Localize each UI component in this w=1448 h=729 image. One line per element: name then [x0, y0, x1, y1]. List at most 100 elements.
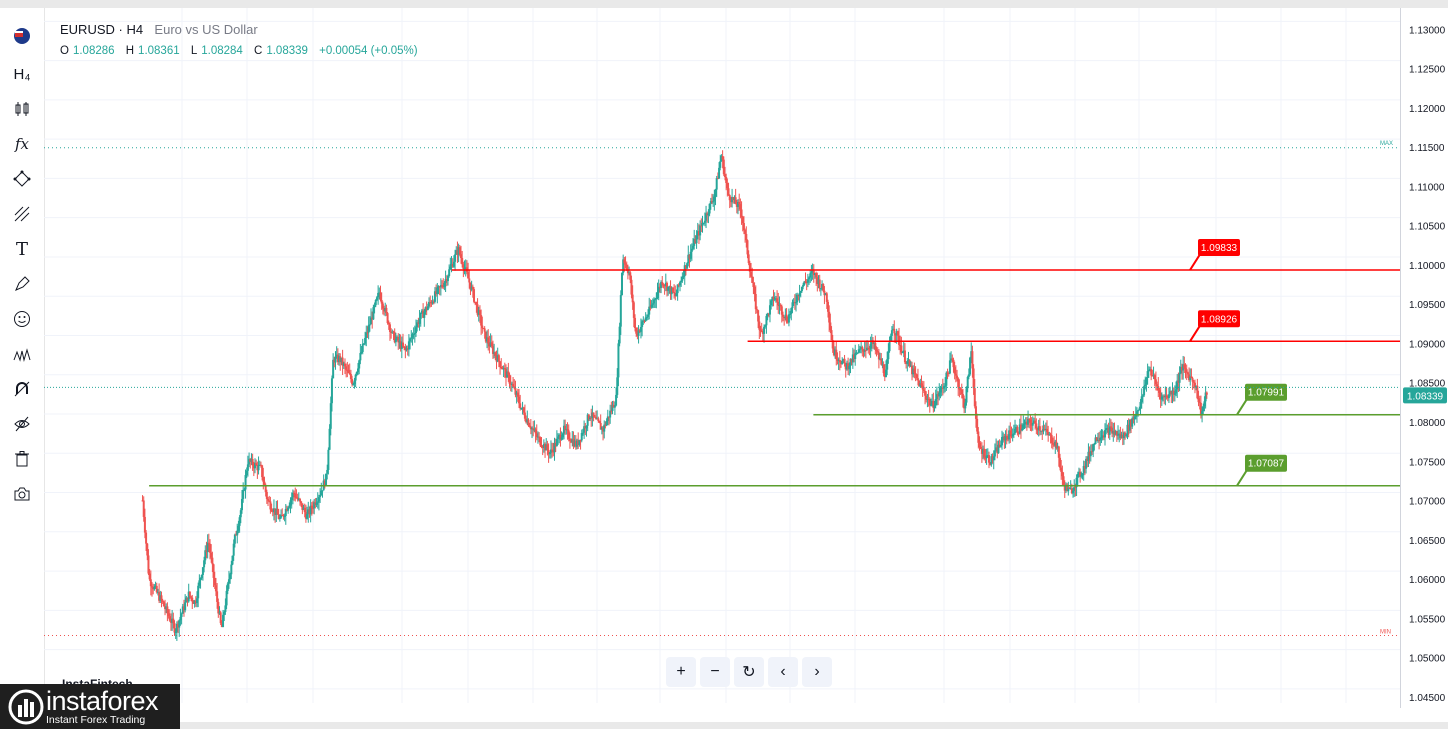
candle-body [1122, 432, 1125, 439]
candle-body [1147, 369, 1150, 372]
candle-body [411, 334, 414, 338]
candle-body [508, 374, 511, 384]
candle-body [1019, 424, 1022, 431]
candle-body [747, 254, 750, 264]
candle-body [1109, 426, 1112, 428]
candle-body [317, 497, 320, 502]
indicators-icon[interactable]: fx [14, 135, 29, 153]
pattern-icon[interactable] [8, 165, 36, 193]
candle-body [334, 356, 337, 363]
candle-body [735, 204, 738, 207]
candle-body [158, 592, 161, 601]
candle-body [991, 456, 994, 461]
candle-body [933, 405, 936, 408]
candle-body [493, 352, 496, 354]
candle-body [649, 306, 652, 308]
candle-body [1057, 446, 1060, 458]
chart-area[interactable]: 81522Dec81522202491623Feb81522Mar815MAXM… [44, 8, 1400, 703]
price-tick-label: 1.07500 [1409, 457, 1446, 468]
candle-body [203, 560, 206, 568]
candle-body [723, 174, 726, 178]
candle-body [645, 316, 648, 318]
reset-chart-button[interactable]: ↻ [734, 657, 764, 687]
candle-body [706, 213, 709, 216]
candle-body [849, 358, 852, 366]
candle-body [1151, 375, 1154, 377]
price-tick-label: 1.13000 [1409, 25, 1446, 36]
candle-body [1073, 487, 1076, 491]
candle-body [935, 394, 938, 399]
logo-name: instaforex [46, 686, 159, 716]
measure-icon[interactable] [8, 340, 36, 368]
candle-body [620, 272, 623, 296]
candle-body [914, 373, 917, 375]
candle-body [692, 245, 695, 249]
candle-body [326, 469, 329, 474]
candle-body [148, 573, 151, 580]
candle-body [671, 287, 674, 293]
candle-body [212, 564, 215, 578]
fib-icon[interactable] [8, 200, 36, 228]
candle-body [288, 505, 291, 508]
candle-body [677, 284, 680, 286]
price-tick-label: 1.11000 [1409, 182, 1445, 193]
candles-icon[interactable] [8, 95, 36, 123]
text-icon[interactable]: T [15, 238, 28, 260]
candle-body [1075, 477, 1078, 488]
candle-body [560, 437, 563, 440]
candle-body [1066, 484, 1069, 492]
scroll-right-button[interactable]: › [802, 657, 832, 687]
candle-body [1003, 436, 1006, 441]
candle-body [1030, 422, 1033, 426]
candle-body [776, 298, 779, 302]
candle-body [898, 335, 901, 345]
candle-body [1017, 432, 1020, 434]
candle-body [161, 600, 164, 602]
candle-body [1192, 381, 1195, 383]
candle-body [1152, 375, 1155, 377]
candle-body [555, 438, 558, 446]
candle-body [1010, 433, 1013, 437]
candle-body [545, 444, 548, 451]
scroll-left-button[interactable]: ‹ [768, 657, 798, 687]
candle-body [813, 272, 816, 276]
flag-icon[interactable] [8, 22, 36, 50]
candle-body [853, 354, 856, 360]
candle-body [347, 370, 350, 373]
candle-body [999, 445, 1002, 447]
candle-body [265, 491, 268, 500]
hide-drawings-icon[interactable] [8, 410, 36, 438]
candle-body [314, 502, 317, 505]
candle-body [879, 358, 882, 360]
brush-icon[interactable] [8, 270, 36, 298]
emoji-icon[interactable] [8, 305, 36, 333]
zoom-in-button[interactable]: + [666, 657, 696, 687]
candle-body [648, 306, 651, 315]
candle-body [358, 360, 361, 369]
candle-body [611, 404, 614, 411]
magnet-icon[interactable] [8, 375, 36, 403]
candle-body [566, 429, 569, 431]
zoom-out-button[interactable]: − [700, 657, 730, 687]
level-badge [1198, 310, 1240, 328]
candle-body [244, 475, 247, 490]
candle-body [926, 398, 929, 400]
candle-body [229, 574, 232, 580]
trash-icon[interactable] [8, 445, 36, 473]
candle-body [430, 302, 433, 304]
candle-body [739, 204, 742, 210]
price-chart[interactable]: 81522Dec81522202491623Feb81522Mar815MAXM… [44, 8, 1400, 703]
price-axis[interactable]: 1.13000 1.12500 1.12000 1.11500 1.11000 1.105… [1400, 8, 1448, 708]
camera-icon[interactable] [8, 480, 36, 508]
candle-body [748, 263, 751, 272]
candle-body [397, 337, 400, 343]
interval-icon[interactable]: H₄ [13, 65, 31, 83]
candle-body [290, 497, 293, 501]
candle-body [160, 595, 163, 601]
candle-body [1172, 390, 1175, 395]
symbol-header[interactable]: EURUSD · H4 Euro vs US Dollar [60, 22, 258, 37]
candle-body [300, 501, 303, 504]
candle-body [1089, 451, 1092, 457]
candle-body [1106, 427, 1109, 429]
candle-body [705, 213, 708, 221]
